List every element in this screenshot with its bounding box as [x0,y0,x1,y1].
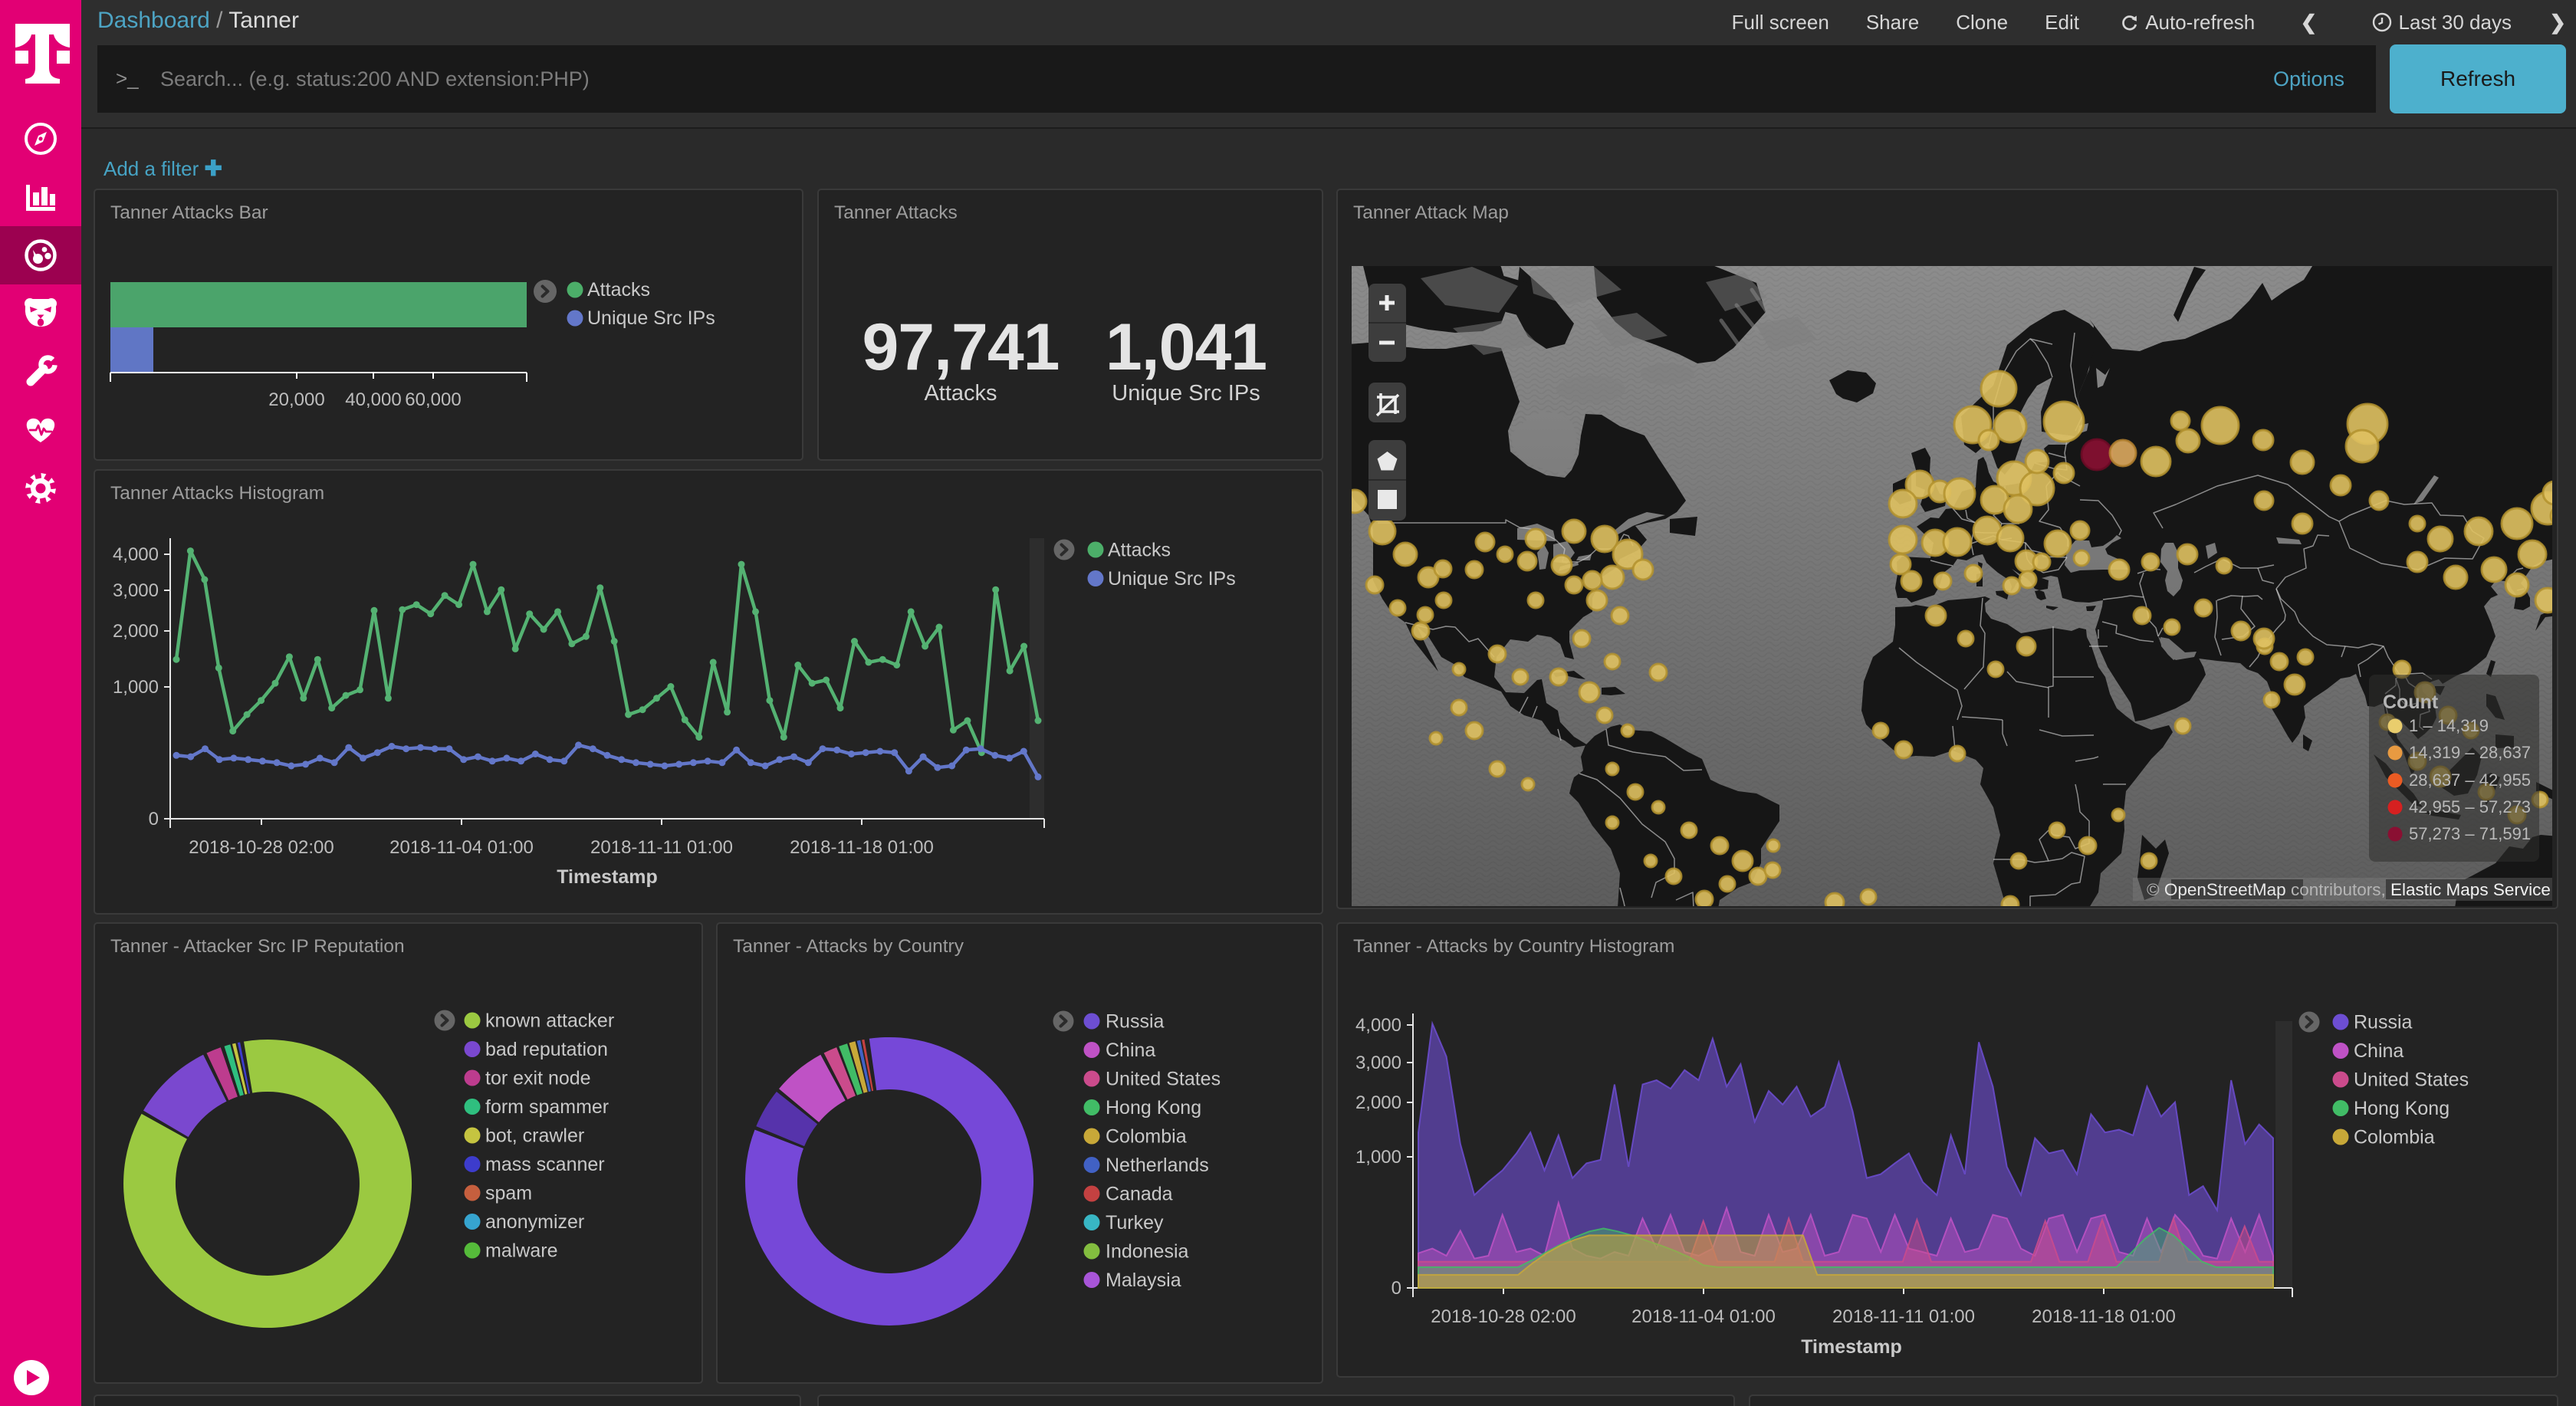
svg-text:spam: spam [485,1183,532,1204]
svg-text:0: 0 [1392,1278,1401,1299]
svg-text:2018-10-28 02:00: 2018-10-28 02:00 [189,837,334,858]
svg-text:Unique Src IPs: Unique Src IPs [1108,568,1236,590]
svg-text:3,000: 3,000 [113,580,159,601]
svg-text:Attacks: Attacks [1108,540,1171,561]
svg-text:40,000: 40,000 [345,389,401,410]
svg-text:42,955 – 57,273: 42,955 – 57,273 [2409,797,2531,816]
svg-text:Indonesia: Indonesia [1106,1241,1189,1263]
svg-text:bad reputation: bad reputation [485,1039,608,1060]
svg-text:malware: malware [485,1240,557,1262]
svg-text:form spammer: form spammer [485,1096,609,1118]
svg-text:4,000: 4,000 [113,544,159,565]
svg-text:28,637 – 42,955: 28,637 – 42,955 [2409,770,2531,790]
svg-text:2018-10-28 02:00: 2018-10-28 02:00 [1431,1306,1576,1327]
svg-text:2018-11-18 01:00: 2018-11-18 01:00 [2032,1306,2176,1327]
svg-text:© OpenStreetMap contributors,: © OpenStreetMap contributors, Elastic Ma… [2147,880,2551,899]
svg-text:1 – 14,319: 1 – 14,319 [2409,716,2489,735]
svg-text:Unique Src IPs: Unique Src IPs [587,307,715,329]
svg-text:1,000: 1,000 [1355,1147,1401,1168]
svg-text:Russia: Russia [1106,1011,1165,1033]
svg-text:bot, crawler: bot, crawler [485,1125,584,1147]
svg-text:4,000: 4,000 [1355,1015,1401,1036]
svg-text:60,000: 60,000 [405,389,461,410]
svg-text:Hong Kong: Hong Kong [2354,1098,2450,1119]
svg-text:Netherlands: Netherlands [1106,1155,1209,1176]
svg-text:United States: United States [2354,1069,2469,1091]
svg-text:mass scanner: mass scanner [485,1154,605,1175]
svg-text:20,000: 20,000 [268,389,324,410]
svg-text:2,000: 2,000 [113,621,159,642]
svg-text:2018-11-11 01:00: 2018-11-11 01:00 [590,837,733,858]
svg-text:2018-11-11 01:00: 2018-11-11 01:00 [1832,1306,1975,1327]
svg-text:known attacker: known attacker [485,1010,614,1032]
svg-text:2018-11-04 01:00: 2018-11-04 01:00 [1631,1306,1776,1327]
svg-text:Canada: Canada [1106,1184,1173,1205]
svg-text:2018-11-04 01:00: 2018-11-04 01:00 [389,837,534,858]
svg-text:2,000: 2,000 [1355,1092,1401,1113]
svg-text:Colombia: Colombia [1106,1126,1187,1148]
svg-text:Timestamp: Timestamp [1801,1336,1902,1358]
svg-text:United States: United States [1106,1069,1221,1090]
svg-text:Hong Kong: Hong Kong [1106,1097,1201,1119]
svg-text:Malaysia: Malaysia [1106,1270,1181,1291]
svg-text:anonymizer: anonymizer [485,1211,584,1233]
svg-text:1,000: 1,000 [113,677,159,698]
svg-text:Colombia: Colombia [2354,1127,2435,1148]
svg-text:14,319 – 28,637: 14,319 – 28,637 [2409,743,2531,762]
svg-text:Timestamp: Timestamp [557,866,658,888]
svg-text:Turkey: Turkey [1106,1212,1164,1234]
svg-text:China: China [2354,1040,2404,1062]
svg-text:2018-11-18 01:00: 2018-11-18 01:00 [790,837,934,858]
svg-text:Russia: Russia [2354,1012,2413,1033]
svg-text:Attacks: Attacks [587,279,650,301]
svg-text:tor exit node: tor exit node [485,1068,591,1089]
svg-text:Count: Count [2383,692,2439,713]
svg-text:0: 0 [149,809,159,829]
svg-text:57,273 – 71,591: 57,273 – 71,591 [2409,824,2531,843]
svg-text:China: China [1106,1040,1155,1061]
svg-text:3,000: 3,000 [1355,1053,1401,1073]
